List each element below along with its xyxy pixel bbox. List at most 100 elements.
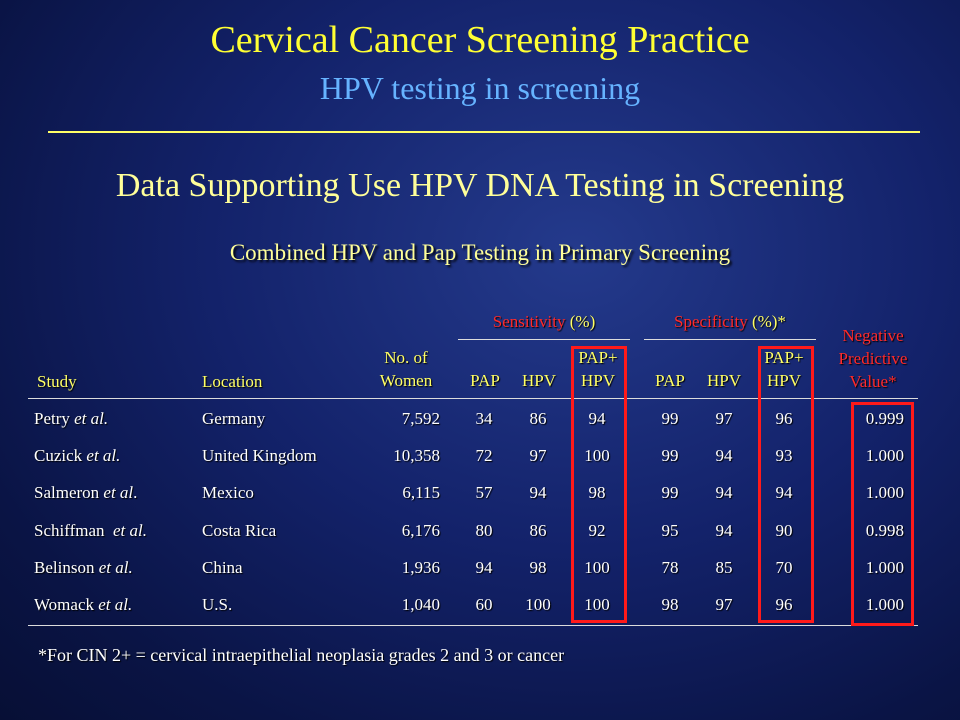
header-npv-line1: Negative	[842, 326, 904, 345]
table-row: Petry et al. Germany 7,592 34 86 94 99 9…	[0, 401, 960, 438]
study-cell: Cuzick et al.	[34, 446, 120, 466]
spec-pap-cell: 98	[661, 594, 679, 614]
spec-pap-cell: 99	[661, 409, 679, 428]
location-cell: Costa Rica	[202, 520, 277, 540]
header-npv: Negative Predictive Value*	[826, 324, 920, 393]
spec-hpv-cell: 97	[715, 594, 733, 614]
npv-cell: 0.999	[865, 409, 904, 428]
sens-both-cell: 100	[584, 557, 610, 577]
sens-pap-cell: 57	[475, 483, 493, 503]
women-cell: 7,592	[401, 409, 440, 428]
slide-title: Cervical Cancer Screening Practice	[210, 19, 750, 61]
location-cell: U.S.	[202, 594, 233, 614]
footnote: *For CIN 2+ = cervical intraepithelial n…	[38, 645, 565, 665]
header-spec-pap: PAP	[655, 371, 685, 390]
sens-both-cell: 100	[584, 594, 610, 614]
spec-pap-cell: 78	[661, 557, 679, 577]
spec-both-cell: 94	[775, 483, 793, 503]
sens-hpv-cell: 100	[525, 594, 551, 614]
header-divider	[28, 398, 918, 399]
sensitivity-group-rule	[458, 339, 630, 340]
sens-hpv-cell: 94	[529, 483, 547, 503]
study-cell: Petry et al.	[34, 409, 108, 429]
location-cell: United Kingdom	[202, 446, 317, 466]
spec-both-cell: 70	[775, 557, 793, 577]
study-etal: et al.	[113, 520, 148, 540]
table-bottom-rule	[28, 625, 918, 626]
npv-cell: 1.000	[865, 557, 904, 577]
header-spec-both-line2: HPV	[766, 371, 801, 390]
table-body: Petry et al. Germany 7,592 34 86 94 99 9…	[0, 401, 960, 624]
table-row: Belinson et al. China 1,936 94 98 100 78…	[0, 550, 960, 587]
header-study: Study	[37, 372, 77, 391]
women-cell: 6,115	[402, 483, 440, 503]
study-cell: Salmeron et al.	[34, 483, 138, 503]
table-row: Cuzick et al. United Kingdom 10,358 72 9…	[0, 438, 960, 475]
study-name: Womack	[34, 594, 94, 614]
spec-combined-highlight-box	[758, 346, 814, 623]
sens-hpv-cell: 86	[529, 520, 547, 540]
header-women-line1: No. of	[384, 348, 428, 367]
study-etal: et al.	[74, 409, 109, 428]
location-cell: Mexico	[202, 483, 254, 503]
study-name: Schiffman	[34, 520, 105, 540]
table-row: Womack et al. U.S. 1,040 60 100 100 98 9…	[0, 587, 960, 624]
spec-pap-cell: 95	[661, 520, 679, 540]
sens-both-cell: 98	[588, 483, 606, 503]
header-spec-both: PAP+ HPV	[754, 346, 814, 392]
spec-both-cell: 90	[775, 520, 793, 540]
header-sens-both: PAP+ HPV	[568, 346, 628, 392]
study-etal: et al.	[86, 446, 121, 466]
spec-both-cell: 96	[775, 409, 793, 428]
sens-pap-cell: 34	[475, 409, 493, 428]
sens-pap-cell: 60	[475, 594, 493, 614]
women-cell: 1,936	[401, 557, 440, 577]
npv-cell: 1.000	[865, 446, 904, 466]
header-sens-pap: PAP	[470, 371, 500, 390]
sens-combined-highlight-box	[571, 346, 627, 623]
section-heading: Data Supporting Use HPV DNA Testing in S…	[115, 167, 845, 204]
study-etal: et al.	[98, 594, 133, 614]
study-cell: Belinson et al.	[34, 558, 133, 578]
sens-pap-cell: 80	[475, 520, 493, 540]
table-row: Salmeron et al. Mexico 6,115 57 94 98 99…	[0, 475, 960, 512]
header-location: Location	[202, 372, 263, 391]
header-npv-line3: Value*	[849, 372, 897, 391]
women-cell: 10,358	[393, 446, 440, 466]
specificity-label: Specificity	[674, 312, 748, 331]
study-cell: Womack et al.	[34, 595, 132, 615]
table-row: Schiffman et al. Costa Rica 6,176 80 86 …	[0, 513, 960, 550]
header-spec-hpv: HPV	[706, 371, 741, 390]
title-divider	[48, 131, 920, 133]
study-name: Salmeron	[34, 483, 100, 503]
women-cell: 1,040	[401, 594, 440, 614]
header-women-line2: Women	[379, 371, 433, 390]
sensitivity-unit: (%)	[569, 312, 596, 331]
spec-hpv-cell: 97	[715, 409, 733, 428]
specificity-group-rule	[644, 339, 816, 340]
sens-pap-cell: 94	[475, 557, 493, 577]
study-etal: et al.	[98, 557, 133, 577]
specificity-unit: (%)*	[751, 312, 786, 331]
sens-both-cell: 94	[588, 409, 606, 428]
table-caption: Combined HPV and Pap Testing in Primary …	[229, 240, 731, 265]
spec-hpv-cell: 94	[715, 483, 733, 503]
header-npv-line2: Predictive	[838, 349, 908, 368]
sensitivity-group-header: Sensitivity (%)	[458, 312, 630, 332]
specificity-group-header: Specificity (%)*	[644, 312, 816, 332]
spec-both-cell: 96	[775, 594, 793, 614]
spec-hpv-cell: 94	[715, 520, 733, 540]
npv-cell: 0.998	[865, 520, 904, 540]
location-cell: China	[202, 557, 243, 577]
header-sens-hpv: HPV	[521, 371, 556, 390]
spec-hpv-cell: 94	[715, 446, 733, 466]
header-spec-both-line1: PAP+	[764, 348, 804, 367]
npv-cell: 1.000	[865, 483, 904, 503]
sens-hpv-cell: 97	[529, 446, 547, 466]
study-etal: et al	[103, 483, 134, 503]
sens-both-cell: 100	[584, 446, 610, 466]
header-women: No. of Women	[370, 346, 442, 392]
study-name: Belinson	[34, 557, 95, 577]
npv-cell: 1.000	[865, 594, 904, 614]
spec-pap-cell: 99	[661, 483, 679, 503]
